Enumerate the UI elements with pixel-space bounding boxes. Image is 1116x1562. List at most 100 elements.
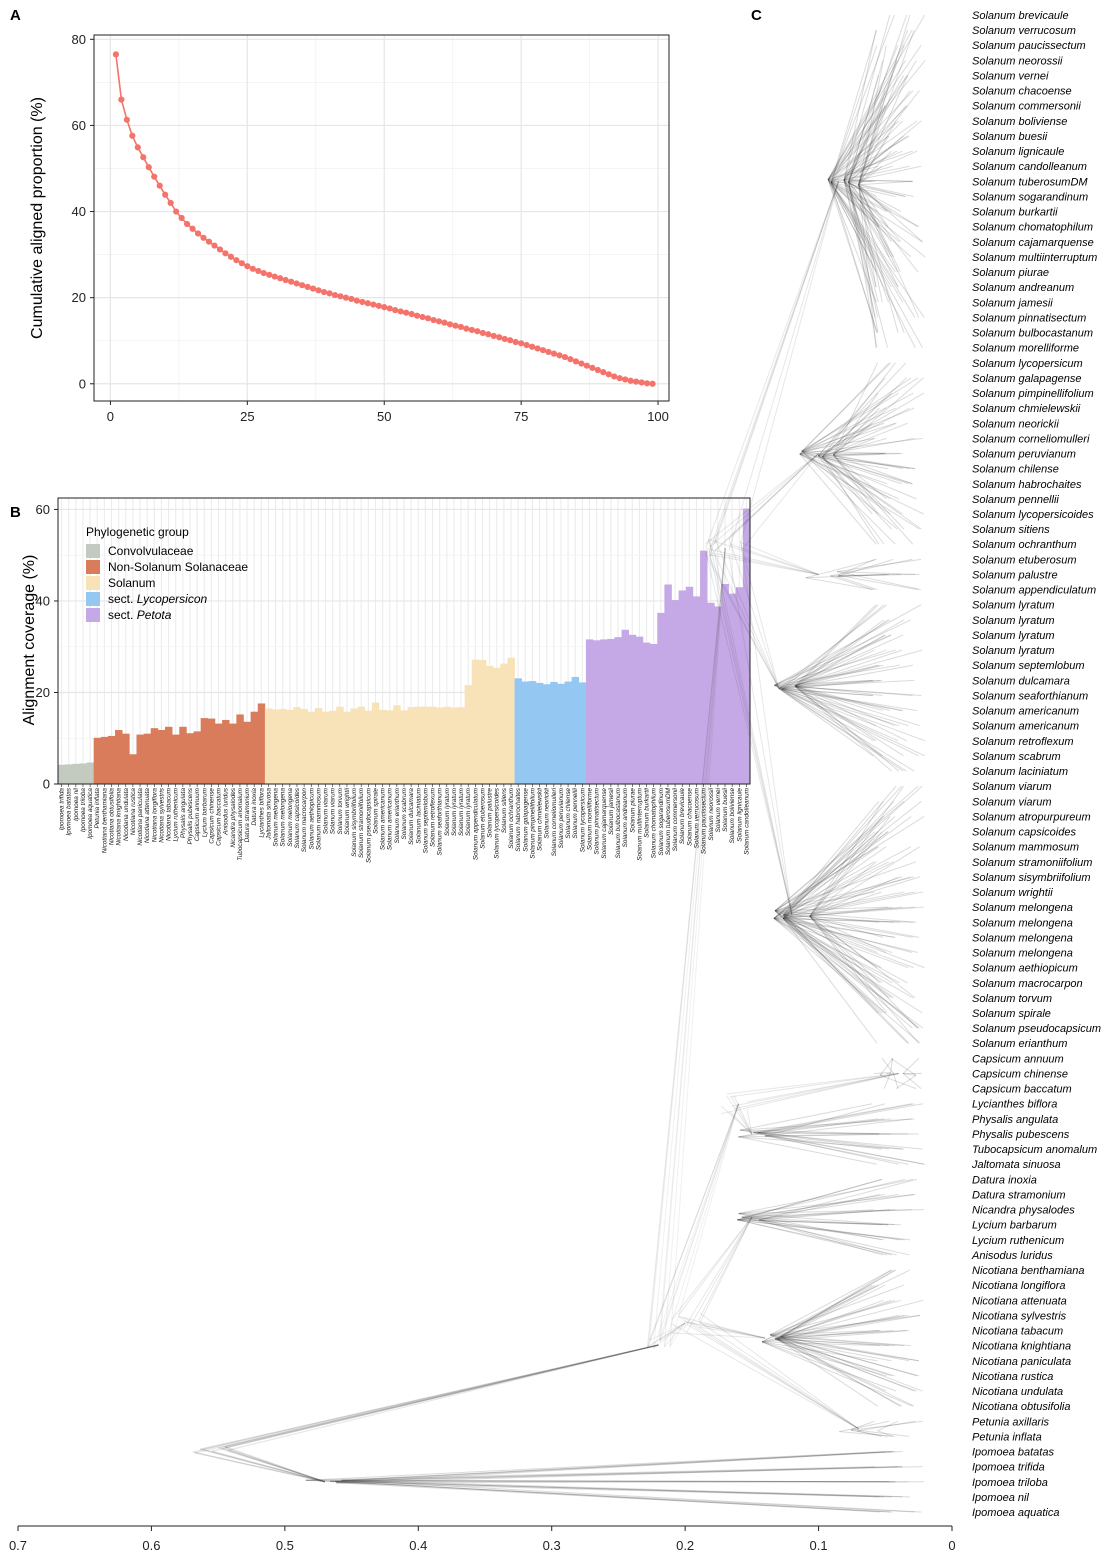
tree-backbone xyxy=(746,1109,753,1135)
tree-branch xyxy=(782,785,897,919)
tip-label: Solanum etuberosum xyxy=(972,554,1077,566)
tree-branch xyxy=(773,917,921,1044)
tip-label: Nicotiana knightiana xyxy=(972,1341,1071,1353)
bar-non_solanum xyxy=(129,754,137,784)
tree-branch xyxy=(858,184,901,273)
tree-backbone xyxy=(646,1103,739,1348)
tree-branch xyxy=(781,649,923,690)
tree-branch xyxy=(830,182,887,213)
tree-branch xyxy=(761,1299,924,1343)
tip-label: Solanum chilense xyxy=(972,464,1059,476)
data-point xyxy=(561,353,569,361)
tip-label: Solanum pimpinellifolium xyxy=(972,388,1094,400)
legend-title: Phylogenetic group xyxy=(86,525,189,539)
bar-petota xyxy=(692,596,701,784)
tree-branch xyxy=(780,1336,901,1407)
tree-branch xyxy=(737,1219,901,1226)
tree-branch xyxy=(822,437,887,458)
tree-backbone xyxy=(740,541,819,575)
tree-root-branch xyxy=(199,1448,326,1483)
tree-branch xyxy=(833,422,873,456)
x-tick-label: 100 xyxy=(647,409,669,424)
x-tick-label: 0.6 xyxy=(142,1538,160,1553)
data-point xyxy=(397,308,404,315)
category-label: Solanum neorossii xyxy=(708,787,715,840)
tree-branch xyxy=(774,910,920,938)
tree-branch xyxy=(879,1058,894,1076)
tree-branch xyxy=(827,179,878,273)
tree-branch xyxy=(830,575,873,591)
tree-branch xyxy=(881,1058,894,1074)
tip-label: Solanum lycopersicum xyxy=(972,358,1083,370)
tree-backbone xyxy=(708,541,779,689)
data-point xyxy=(534,345,541,352)
tree-backbone xyxy=(646,547,726,1348)
tree-backbone xyxy=(698,1326,766,1339)
tree-branch xyxy=(848,60,884,183)
panel-a-axes: 0 25 50 75 100 0 20 40 60 80 xyxy=(72,32,669,424)
tree-branch xyxy=(783,891,905,916)
tree-branch xyxy=(848,75,879,183)
tree-branch xyxy=(795,686,883,712)
tree-branch xyxy=(801,362,892,452)
tip-label: Solanum galapagense xyxy=(972,373,1081,385)
tree-branch xyxy=(843,75,905,181)
tree-backbone xyxy=(683,1316,859,1430)
tree-branch xyxy=(895,1074,917,1090)
panel-a-label: A xyxy=(10,7,21,24)
category-label: Solanum scabrum xyxy=(401,787,408,839)
bar-petota xyxy=(635,636,644,784)
bar-non_solanum xyxy=(257,703,266,784)
data-point xyxy=(348,295,355,303)
bar-petota xyxy=(642,642,651,784)
tip-label: Solanum jamesii xyxy=(972,297,1053,309)
tree-branch xyxy=(774,876,915,912)
tree-backbone xyxy=(659,1322,686,1342)
tree-branch xyxy=(778,619,891,689)
bar-solanum xyxy=(450,707,458,784)
tree-branch xyxy=(741,1216,888,1226)
tip-label: Solanum lyratum xyxy=(972,645,1055,657)
tree-branch xyxy=(843,120,904,181)
tree-backbone xyxy=(731,1096,753,1135)
category-label: Jaltomata sinuosa xyxy=(265,788,272,841)
data-point xyxy=(392,307,399,314)
data-point xyxy=(512,338,519,346)
tip-label: Datura stramonium xyxy=(972,1189,1066,1201)
tree-branch xyxy=(809,801,884,917)
category-label: Nicotiana benthamiana xyxy=(101,788,108,854)
tree-branch xyxy=(858,180,913,186)
bar-non_solanum xyxy=(243,721,251,784)
data-point xyxy=(112,51,120,58)
tree-branch xyxy=(737,1219,889,1226)
tree-branch xyxy=(741,1193,899,1218)
bar-petota xyxy=(700,550,708,784)
tree-root-branch xyxy=(199,1344,659,1450)
tree-backbone xyxy=(728,453,819,540)
tree-branch xyxy=(739,1129,903,1150)
tree-branch xyxy=(780,1269,892,1338)
bar-non_solanum xyxy=(165,726,173,784)
category-label: Solanum americanum xyxy=(380,787,387,850)
bar-lycopersicon xyxy=(571,676,580,784)
tree-backbone xyxy=(649,547,726,1341)
tip-label: Petunia inflata xyxy=(972,1431,1042,1443)
tree-branch xyxy=(801,450,916,470)
data-point xyxy=(441,319,448,326)
tree-branch xyxy=(776,1269,895,1340)
tree-branch xyxy=(843,179,890,303)
tree-branch xyxy=(858,135,890,185)
bar-non_solanum xyxy=(115,730,123,784)
category-label: Nicotiana rustica xyxy=(130,788,137,836)
tree-branch xyxy=(774,910,893,953)
tip-label: Solanum morelliforme xyxy=(972,343,1079,355)
tree-branch xyxy=(782,918,878,1044)
tree-backbone xyxy=(653,547,726,1349)
tree-branch xyxy=(830,181,896,197)
legend-label-lycopersicon: sect. Lycopersicon xyxy=(108,592,208,606)
tree-branch xyxy=(809,915,888,1014)
tree-branch xyxy=(827,179,878,333)
tree-branch xyxy=(801,450,917,500)
x-tick-label: 0.4 xyxy=(409,1538,427,1553)
data-point xyxy=(408,310,415,318)
